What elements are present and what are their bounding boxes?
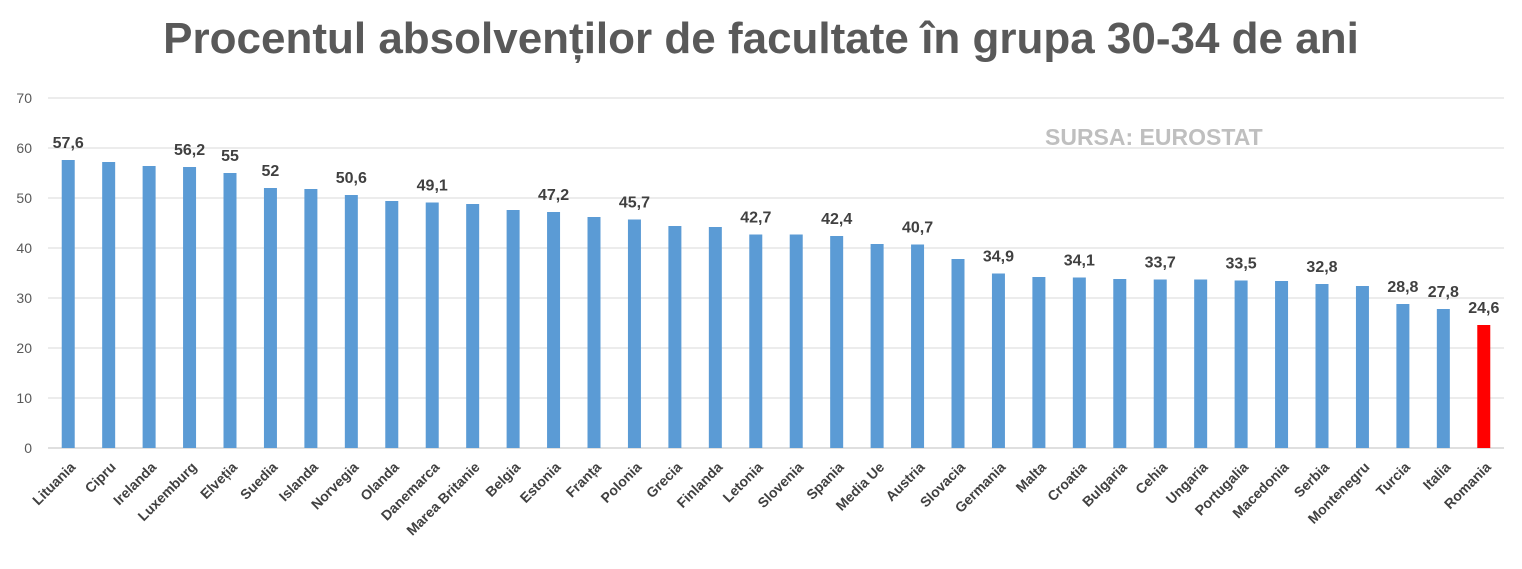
- bar: [547, 212, 561, 448]
- category-label: Lituania: [29, 459, 78, 508]
- category-label: Turcia: [1373, 459, 1413, 499]
- bar: [304, 189, 318, 448]
- category-label: Bulgaria: [1079, 459, 1130, 510]
- data-label: 42,7: [740, 210, 771, 227]
- bar: [142, 166, 156, 448]
- chart-title: Procentul absolvenților de facultate în …: [163, 14, 1359, 63]
- bar: [1153, 279, 1167, 448]
- bar: [951, 259, 965, 448]
- data-label: 33,7: [1145, 255, 1176, 272]
- bar: [870, 244, 884, 448]
- data-labels: 57,6 56,2 55 52 50,6 49,1 47,2 45,7 42,7 42,4 40,7…: [53, 135, 1500, 317]
- category-label: Marea Britanie: [403, 459, 483, 539]
- gridlines: [48, 97, 1504, 449]
- data-label: 47,2: [538, 187, 569, 204]
- bar: [1315, 284, 1329, 448]
- category-label: Malta: [1012, 459, 1049, 496]
- bar: [749, 234, 763, 448]
- bar: [223, 173, 237, 448]
- y-tick-label: 60: [16, 140, 32, 156]
- data-label: 34,9: [983, 249, 1014, 266]
- data-label: 34,1: [1064, 253, 1095, 270]
- y-tick-label: 70: [16, 90, 32, 106]
- data-label: 52: [262, 163, 280, 180]
- y-axis-ticks: 0 10 20 30 40 50 60 70: [16, 90, 32, 456]
- bar: [1477, 325, 1491, 448]
- bar: [506, 210, 520, 448]
- data-label: 55: [221, 148, 239, 165]
- data-label: 28,8: [1387, 279, 1418, 296]
- data-label: 40,7: [902, 220, 933, 237]
- data-label: 49,1: [417, 178, 448, 195]
- category-label: Italia: [1420, 459, 1454, 493]
- y-tick-label: 20: [16, 340, 32, 356]
- bar: [587, 217, 601, 448]
- category-label: Suedia: [237, 459, 281, 503]
- category-label: Polonia: [597, 459, 644, 506]
- bar: [102, 162, 116, 448]
- y-tick-label: 30: [16, 290, 32, 306]
- bar: [1436, 309, 1450, 448]
- bar: [263, 188, 277, 448]
- bar: [61, 160, 75, 448]
- data-label: 56,2: [174, 142, 205, 159]
- y-tick-label: 10: [16, 390, 32, 406]
- category-label: Elveția: [197, 459, 240, 502]
- data-label: 32,8: [1306, 259, 1337, 276]
- bar: [991, 273, 1005, 448]
- data-label: 27,8: [1428, 284, 1459, 301]
- bar: [1113, 279, 1127, 448]
- data-label: 50,6: [336, 170, 367, 187]
- category-label: Cipru: [82, 459, 119, 496]
- source-annotation: SURSA: EUROSTAT: [1045, 124, 1263, 150]
- data-label: 24,6: [1468, 300, 1499, 317]
- bar: [1072, 277, 1086, 448]
- bar: [1396, 304, 1410, 448]
- bar: [708, 227, 722, 448]
- bar: [385, 201, 399, 448]
- y-tick-label: 40: [16, 240, 32, 256]
- data-label: 45,7: [619, 195, 650, 212]
- bar: [425, 202, 439, 448]
- category-label: Cehia: [1132, 459, 1170, 497]
- bar: [668, 226, 682, 448]
- data-label: 33,5: [1226, 256, 1257, 273]
- bar: [344, 195, 358, 448]
- bar: [1275, 281, 1289, 448]
- category-label: Estonia: [517, 459, 564, 506]
- bar: [911, 244, 925, 448]
- bar: [830, 236, 844, 448]
- category-labels: Lituania CipruIrelandaLuxemburgElvețiaSue…: [29, 459, 1494, 539]
- data-label: 42,4: [821, 211, 852, 228]
- bar: [1355, 286, 1369, 448]
- y-tick-label: 0: [24, 440, 32, 456]
- bars: [61, 160, 1491, 448]
- bar: [183, 167, 197, 448]
- bar: [1032, 277, 1046, 448]
- y-tick-label: 50: [16, 190, 32, 206]
- bar: [1194, 279, 1208, 448]
- bar: [466, 204, 480, 448]
- bar: [1234, 280, 1248, 448]
- bar: [627, 219, 641, 448]
- bar: [789, 234, 803, 448]
- data-label: 57,6: [53, 135, 84, 152]
